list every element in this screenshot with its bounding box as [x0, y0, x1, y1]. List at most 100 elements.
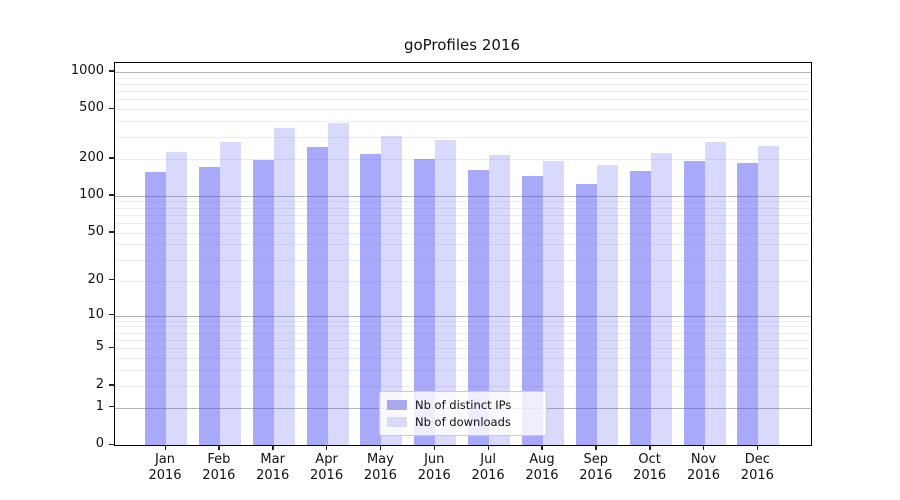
bar-downloads [166, 151, 187, 445]
y-tick-label: 0 [95, 436, 104, 451]
x-tick-label: Aug 2016 [525, 452, 559, 483]
gridline-minor [115, 214, 811, 216]
x-tick-label: Jan 2016 [148, 452, 182, 483]
x-tick-mark [703, 445, 705, 450]
bar-distinct-ips [360, 154, 382, 445]
x-tick-label: Nov 2016 [686, 452, 721, 483]
y-tick-mark [109, 107, 114, 110]
gridline-minor [115, 121, 811, 123]
bar-downloads [758, 146, 780, 445]
gridline-minor [115, 223, 811, 224]
bar-distinct-ips [575, 183, 597, 445]
bar-distinct-ips [306, 146, 328, 445]
gridline-minor [115, 280, 811, 282]
x-tick-mark [164, 445, 166, 450]
gridline-major [115, 195, 811, 197]
bar-downloads [435, 139, 457, 445]
y-tick-label: 200 [79, 149, 104, 165]
x-tick-mark [326, 445, 328, 450]
bar-distinct-ips [145, 171, 166, 445]
y-tick-mark [109, 346, 114, 349]
x-tick-label: Mar 2016 [256, 452, 290, 483]
gridline-minor [115, 385, 811, 387]
bar-downloads [381, 136, 403, 445]
bar-distinct-ips [198, 166, 220, 445]
gridline-minor [115, 259, 811, 261]
gridline-minor [115, 358, 811, 360]
legend-item-distinct-ips: Nb of distinct IPs [387, 398, 540, 412]
y-tick-label: 10 [87, 306, 104, 322]
gridline-minor [115, 232, 811, 234]
legend-label-downloads: Nb of downloads [415, 415, 511, 430]
bar-downloads [704, 142, 726, 445]
gridline-minor [115, 201, 811, 203]
x-tick-mark [272, 445, 274, 450]
gridline-minor [115, 207, 811, 209]
x-tick-label: Jul 2016 [471, 452, 505, 483]
bar-downloads [650, 153, 672, 445]
bar-downloads [327, 122, 349, 445]
y-tick-mark [109, 443, 114, 445]
gridline-minor [115, 99, 811, 101]
y-tick-label: 100 [79, 186, 104, 202]
bar-distinct-ips [737, 162, 759, 445]
x-tick-mark [595, 445, 597, 450]
bar-distinct-ips [521, 175, 543, 445]
x-tick-label: Jun 2016 [417, 452, 451, 483]
y-tick-label: 5 [95, 339, 104, 355]
gridline-minor [115, 339, 811, 341]
bar-downloads [273, 128, 295, 445]
gridline-minor [115, 326, 811, 328]
y-tick-label: 50 [87, 223, 104, 239]
chart-title: goProfiles 2016 [403, 36, 521, 54]
x-tick-label: Apr 2016 [310, 452, 344, 483]
x-tick-mark [218, 445, 220, 450]
x-tick-mark [541, 445, 543, 450]
legend-swatch-downloads [387, 417, 407, 428]
bar-distinct-ips [629, 170, 651, 445]
plot-area [114, 62, 812, 446]
gridline-minor [115, 158, 811, 160]
gridline-minor [115, 332, 811, 334]
gridline-minor [115, 91, 811, 93]
gridline-major [115, 315, 811, 317]
y-tick-mark [109, 314, 114, 316]
legend: Nb of distinct IPs Nb of downloads [379, 391, 547, 436]
bar-distinct-ips [683, 161, 705, 445]
y-tick-mark [109, 157, 114, 159]
y-tick-label: 500 [79, 100, 104, 116]
gridline-minor [115, 109, 811, 111]
x-tick-mark [756, 445, 759, 450]
y-tick-mark [109, 70, 114, 72]
y-tick-mark [109, 384, 114, 386]
bar-downloads [542, 161, 564, 445]
y-tick-mark [109, 406, 114, 408]
gridline-minor [115, 370, 811, 372]
y-tick-mark [109, 279, 114, 281]
x-tick-mark [649, 445, 651, 450]
y-tick-label: 2 [95, 376, 104, 392]
bar-distinct-ips [468, 169, 490, 445]
legend-swatch-distinct-ips [387, 399, 407, 410]
x-tick-label: May 2016 [363, 452, 397, 483]
y-tick-label: 20 [87, 271, 104, 287]
y-tick-label: 1 [95, 398, 104, 414]
x-tick-mark [433, 445, 436, 450]
gridline-minor [115, 83, 811, 85]
y-tick-mark [109, 231, 114, 233]
x-tick-mark [487, 445, 489, 450]
y-tick-mark [109, 194, 114, 196]
bar-distinct-ips [252, 159, 274, 445]
legend-label-distinct-ips: Nb of distinct IPs [415, 397, 512, 412]
x-tick-label: Feb 2016 [202, 452, 236, 483]
y-tick-label: 1000 [70, 62, 104, 78]
bar-distinct-ips [414, 159, 436, 445]
x-tick-label: Oct 2016 [633, 452, 667, 483]
gridline-minor [115, 348, 811, 350]
gridline-minor [115, 244, 811, 246]
gridline-major [115, 71, 811, 73]
x-tick-label: Dec 2016 [740, 452, 774, 483]
bar-downloads [489, 155, 511, 445]
gridline-minor [115, 77, 811, 79]
